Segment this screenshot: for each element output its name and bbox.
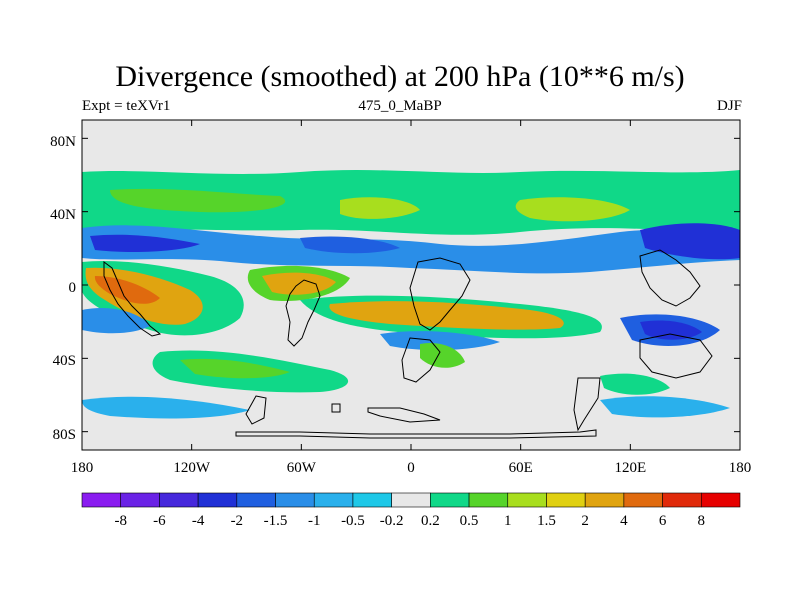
contour-patch-blue-east-pacific bbox=[82, 307, 150, 334]
contour-patch-south-blue-2 bbox=[600, 396, 730, 418]
contour-patch-south-indian-green bbox=[600, 373, 670, 395]
coastlines bbox=[103, 249, 713, 439]
colorbar-label: -4 bbox=[192, 513, 205, 529]
map-title: Divergence (smoothed) at 200 hPa (10**6 … bbox=[115, 60, 685, 93]
coastline-antarctic-shelf bbox=[367, 407, 441, 423]
colorbar-swatch bbox=[120, 492, 160, 508]
contour-patch-blue-south-pacific-dark bbox=[640, 320, 702, 340]
colorbar-label: 0.2 bbox=[421, 513, 440, 529]
colorbar-labels: -8 -6 -4 -2 -1.5 -1 -0.5 -0.2 0.2 0.5 1 1.5 2 4 6 8 bbox=[114, 513, 705, 529]
contour-band-darkblue-20n bbox=[90, 234, 200, 252]
colorbar-label: -2 bbox=[231, 513, 244, 529]
contour-band-blue-20n bbox=[82, 225, 740, 274]
y-tick-label: 40S bbox=[53, 353, 76, 369]
contour-patch-equatorial-red bbox=[94, 276, 160, 304]
colorbar-swatch bbox=[159, 492, 199, 508]
x-tick-label: 180 bbox=[729, 460, 752, 476]
colorbar-label: -0.5 bbox=[341, 513, 365, 529]
contour-band-indian-orange bbox=[329, 301, 564, 330]
colorbar-label: 1.5 bbox=[537, 513, 556, 529]
colorbar-label: 0.5 bbox=[460, 513, 479, 529]
colorbar-label: -6 bbox=[153, 513, 166, 529]
x-tick-label: 60E bbox=[509, 460, 533, 476]
colorbar-label: -1 bbox=[308, 513, 321, 529]
colorbar-swatch bbox=[236, 492, 276, 508]
experiment-label: Expt = teXVr1 bbox=[82, 98, 171, 114]
colorbar-swatch bbox=[391, 492, 431, 508]
period-label: 475_0_MaBP bbox=[358, 98, 442, 114]
colorbar-swatch bbox=[584, 492, 625, 508]
axis-ticks bbox=[81, 120, 741, 450]
coastline-africa bbox=[409, 257, 471, 331]
colorbar-swatch bbox=[700, 492, 741, 508]
colorbar-swatch bbox=[352, 492, 392, 508]
colorbar-label: -0.2 bbox=[380, 513, 404, 529]
colorbar-swatch bbox=[507, 492, 547, 508]
colorbar bbox=[81, 492, 741, 508]
colorbar-swatch bbox=[313, 492, 354, 508]
colorbar-swatch bbox=[546, 492, 586, 508]
colorbar-label: 4 bbox=[620, 513, 628, 529]
colorbar-label: 6 bbox=[659, 513, 667, 529]
colorbar-swatch bbox=[275, 492, 315, 508]
coastline-antarctica bbox=[235, 429, 597, 439]
coastline-south-africa bbox=[401, 337, 441, 383]
contour-patch-south-africa-green bbox=[420, 342, 465, 368]
season-label: DJF bbox=[716, 98, 742, 114]
x-tick-label: 120W bbox=[173, 460, 211, 476]
x-tick-label: 120E bbox=[614, 460, 646, 476]
coastline-australia bbox=[639, 333, 713, 379]
colorbar-swatch bbox=[468, 492, 509, 508]
contour-patch-north-yellow bbox=[515, 197, 630, 222]
colorbar-label: 2 bbox=[581, 513, 589, 529]
colorbar-label: -1.5 bbox=[264, 513, 288, 529]
colorbar-swatch bbox=[81, 492, 122, 508]
colorbar-swatch bbox=[430, 492, 470, 508]
y-tick-label: 80N bbox=[50, 134, 76, 150]
contour-band-south-lightgreen bbox=[180, 358, 290, 379]
contour-band-north-lightgreen bbox=[110, 188, 286, 213]
contour-patch-darkblue-atlantic bbox=[300, 236, 400, 254]
colorbar-swatch bbox=[623, 492, 663, 508]
x-tick-label: 60W bbox=[287, 460, 317, 476]
colorbar-swatch bbox=[662, 492, 702, 508]
contour-patch-blue-atlantic-south bbox=[380, 331, 500, 351]
contour-patch-north-yellow-2 bbox=[340, 197, 420, 219]
coastline-asia bbox=[639, 249, 701, 307]
colorbar-label: 1 bbox=[504, 513, 512, 529]
colorbar-label: -8 bbox=[114, 513, 127, 529]
coastline-central-america bbox=[103, 261, 162, 337]
y-tick-label: 40N bbox=[50, 207, 76, 223]
y-tick-label: 80S bbox=[53, 427, 76, 443]
coastline-antarctic-peninsula bbox=[245, 395, 267, 425]
coastline-east-antarctica bbox=[573, 377, 601, 432]
map-panel bbox=[82, 120, 740, 450]
coastline-south-america bbox=[285, 279, 321, 347]
coastline-south-georgia bbox=[331, 403, 341, 413]
contour-band-south-blue bbox=[82, 396, 250, 419]
x-axis: 180 120W 60W 0 60E 120E 180 bbox=[71, 460, 752, 476]
x-tick-label: 180 bbox=[71, 460, 94, 476]
x-tick-label: 0 bbox=[407, 460, 415, 476]
colorbar-label: 8 bbox=[698, 513, 706, 529]
y-axis: 80N 40N 0 40S 80S bbox=[50, 134, 76, 443]
contour-patch-darkblue-pacific bbox=[640, 223, 740, 260]
y-tick-label: 0 bbox=[69, 280, 77, 296]
colorbar-swatch bbox=[197, 492, 238, 508]
